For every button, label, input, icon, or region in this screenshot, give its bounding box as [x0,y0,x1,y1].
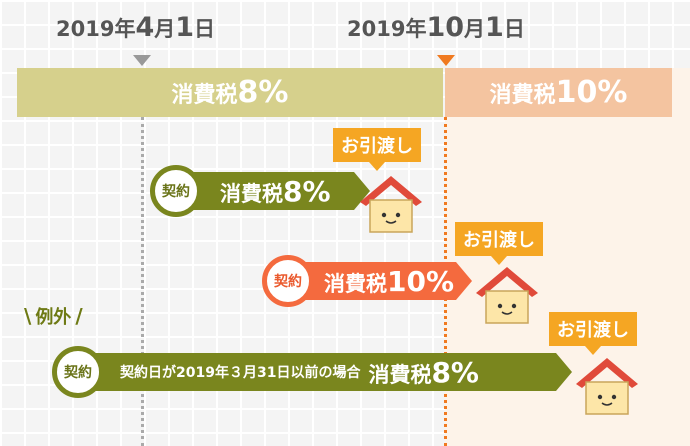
date-october-tsuki: 月 [464,17,486,41]
handover-label-1: お引渡し [333,128,421,171]
handover-label-3: お引渡し [549,312,637,355]
date-april-month: 4 [135,12,155,43]
date-april-tsuki: 月 [154,17,176,41]
house-icon [476,267,538,324]
row3-condition: 契約日が2019年３月31日以前の場合 [120,365,361,381]
row1-tax-label: 消費税 [220,181,283,206]
band-tax10-rate: 10% [555,75,628,110]
contract-arrow-3: 契約日が2019年３月31日以前の場合 消費税8% [74,353,572,391]
house-icon [360,176,422,233]
row3-tax-rate: 8% [431,355,479,389]
date-october-hi: 日 [503,17,525,41]
house-icon [576,358,638,415]
slash-right-icon: / [75,304,83,328]
date-october-day: 1 [485,12,504,43]
exception-text: 例外 [35,307,72,328]
exception-label: \ 例外 / [20,303,87,329]
row2-tax-rate: 10% [387,264,455,298]
contract-badge-3: 契約 [52,346,104,398]
date-april-day: 1 [175,12,195,43]
date-october-nen: 年 [405,17,427,41]
contract-badge-2: 契約 [262,255,314,307]
row3-tax-label: 消費税 [368,362,432,387]
arrow-head [456,262,472,300]
handover-label-2: お引渡し [455,222,543,265]
tax10-period-band: 消費税 10% [445,68,672,117]
row2-tax-label: 消費税 [324,271,387,296]
arrow-head [556,353,572,391]
band-tax8-label: 消費税 [171,82,238,108]
date-april-hi: 日 [194,17,216,41]
date-october-label: 2019年10月1日 [347,12,525,43]
contract-badge-1: 契約 [150,165,202,217]
triangle-down-icon [133,55,151,66]
date-october-month: 10 [426,12,465,43]
triangle-down-icon [437,55,455,66]
slash-left-icon: \ [24,304,32,328]
date-april-nen: 年 [114,17,136,41]
tax8-period-band: 消費税 8% [17,68,443,117]
april-divider-line [141,117,144,446]
band-tax8-rate: 8% [237,75,289,110]
band-tax10-label: 消費税 [489,82,556,108]
row1-tax-rate: 8% [283,174,331,208]
date-october-year: 2019 [347,17,406,41]
date-april-year: 2019 [56,17,115,41]
date-april-label: 2019年4月1日 [56,12,215,43]
